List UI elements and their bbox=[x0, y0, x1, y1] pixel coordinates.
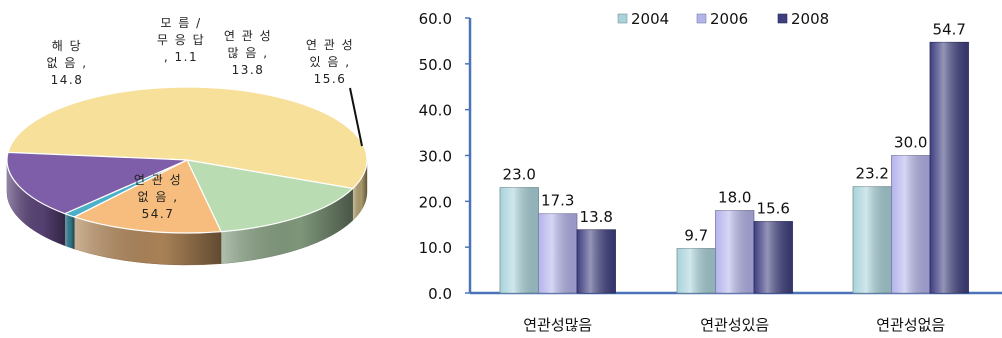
y-tick-label: 10.0 bbox=[419, 239, 452, 257]
y-tick-label: 0.0 bbox=[428, 285, 452, 303]
pie-slice-1 bbox=[185, 159, 355, 233]
legend-swatch bbox=[696, 13, 707, 24]
bar-value-label: 17.3 bbox=[541, 192, 574, 210]
bar-value-label: 18.0 bbox=[718, 189, 751, 207]
pie-label-line: 없 음 , bbox=[137, 190, 178, 204]
bar-shine bbox=[500, 187, 539, 293]
pie-side-shade-1 bbox=[221, 188, 353, 264]
pie-label-line: 무 응 답 bbox=[157, 33, 205, 47]
pie-label-line: 모 름 / bbox=[160, 16, 201, 30]
x-category-label: 연관성있음 bbox=[700, 316, 769, 334]
bar-value-label: 30.0 bbox=[894, 134, 927, 152]
y-tick-label: 40.0 bbox=[419, 102, 452, 120]
y-tick-label: 30.0 bbox=[419, 148, 452, 166]
pie-label-line: , 1.1 bbox=[164, 50, 198, 64]
bar-shine bbox=[853, 186, 892, 293]
pie-slice-2 bbox=[72, 159, 223, 234]
pie-label-line: 54.7 bbox=[142, 207, 175, 221]
bar-value-label: 23.2 bbox=[856, 165, 889, 183]
pie-label-line: 많 음 , bbox=[227, 46, 268, 60]
pie-side-shade-4 bbox=[7, 160, 65, 246]
pie-slice-0 bbox=[7, 86, 368, 190]
bar-chart: 0.0 10.0 20.0 30.0 40.0 50.0 60.0 23.0 9.7 23.2 17… bbox=[419, 10, 1002, 334]
bar-shine bbox=[577, 229, 616, 293]
legend-label: 2006 bbox=[710, 10, 748, 28]
legend-swatch bbox=[617, 13, 628, 24]
pie-label-line: 연 관 성 bbox=[224, 29, 272, 43]
bar-value-label: 54.7 bbox=[933, 20, 966, 38]
bar-value-label: 13.8 bbox=[580, 208, 613, 226]
x-category-label: 연관성많음 bbox=[523, 316, 592, 334]
pie-label-line: 있 음 , bbox=[309, 55, 350, 69]
pie-label-line: 없 음 , bbox=[46, 56, 87, 70]
y-tick-label: 50.0 bbox=[419, 56, 452, 74]
bar-shine bbox=[891, 155, 930, 293]
bar-value-label: 9.7 bbox=[684, 227, 708, 245]
pie-label-line: 연 관 성 bbox=[306, 38, 354, 52]
bar-value-label: 15.6 bbox=[757, 200, 790, 218]
pie-side-shade-2 bbox=[74, 216, 222, 265]
pie-label-3: 모 름 / 무 응 답 , 1.1 bbox=[157, 16, 205, 64]
y-tick-label: 20.0 bbox=[419, 193, 452, 211]
y-tick-label: 60.0 bbox=[419, 10, 452, 28]
x-category-label: 연관성없음 bbox=[876, 316, 945, 334]
pie-leader-line bbox=[349, 87, 363, 147]
bar-shine bbox=[715, 210, 754, 293]
pie-label-line: 14.8 bbox=[51, 73, 84, 87]
pie-label-line: 해 당 bbox=[52, 39, 82, 53]
bar-shine bbox=[930, 42, 969, 293]
pie-label-line: 연 관 성 bbox=[134, 173, 182, 187]
legend-label: 2008 bbox=[791, 10, 829, 28]
bar-value-label: 23.0 bbox=[503, 166, 536, 184]
bar-shine bbox=[677, 248, 716, 293]
pie-label-line: 13.8 bbox=[232, 63, 265, 77]
pie-side-shade-3 bbox=[64, 213, 75, 249]
bar-shine bbox=[538, 213, 577, 293]
pie-label-line: 15.6 bbox=[314, 72, 347, 86]
legend-label: 2004 bbox=[631, 10, 669, 28]
legend-swatch bbox=[777, 13, 788, 24]
pie-slice-4 bbox=[6, 151, 188, 215]
bar-shine bbox=[754, 221, 793, 293]
